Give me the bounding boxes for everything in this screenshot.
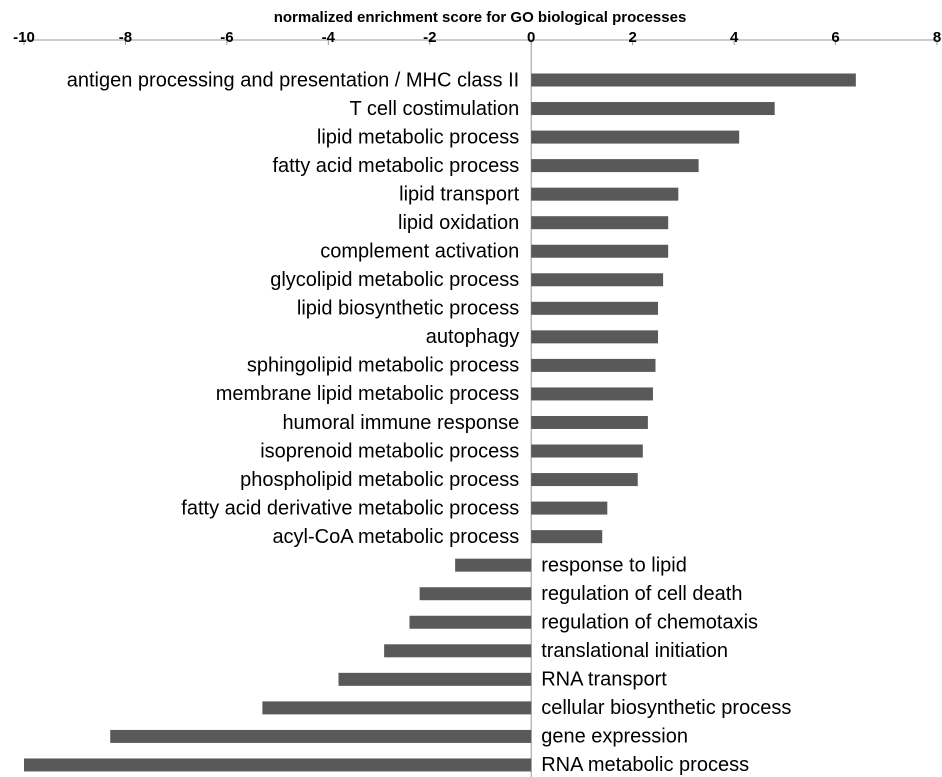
category-label: membrane lipid metabolic process bbox=[216, 383, 519, 405]
category-label: phospholipid metabolic process bbox=[240, 469, 519, 491]
category-label: response to lipid bbox=[541, 554, 687, 576]
x-tick-label: -8 bbox=[119, 29, 132, 46]
x-tick-label: 0 bbox=[527, 29, 535, 46]
category-label: cellular biosynthetic process bbox=[541, 697, 791, 719]
x-tick-label: 6 bbox=[831, 29, 839, 46]
bar bbox=[531, 415, 648, 429]
x-tick-label: 4 bbox=[730, 29, 739, 46]
category-label: RNA transport bbox=[541, 669, 667, 691]
bar bbox=[24, 758, 532, 772]
bar bbox=[531, 273, 664, 287]
category-label: acyl-CoA metabolic process bbox=[272, 526, 519, 548]
category-label: antigen processing and presentation / MH… bbox=[67, 69, 519, 91]
category-label: fatty acid derivative metabolic process bbox=[181, 497, 519, 519]
bar bbox=[531, 387, 653, 401]
category-label: lipid biosynthetic process bbox=[297, 298, 519, 320]
bar bbox=[262, 701, 532, 715]
category-label: RNA metabolic process bbox=[541, 754, 749, 776]
chart-title: normalized enrichment score for GO biolo… bbox=[274, 9, 687, 26]
bar bbox=[531, 473, 638, 487]
bar bbox=[531, 216, 669, 230]
category-label: regulation of chemotaxis bbox=[541, 612, 758, 634]
x-tick-label: 2 bbox=[628, 29, 636, 46]
bar bbox=[531, 187, 679, 201]
x-tick-label: -2 bbox=[423, 29, 436, 46]
bar bbox=[531, 330, 659, 344]
bar bbox=[455, 558, 532, 572]
bar bbox=[531, 159, 699, 173]
bar bbox=[531, 73, 856, 87]
x-tick-label: -10 bbox=[13, 29, 35, 46]
bar bbox=[531, 301, 659, 315]
category-label: lipid transport bbox=[399, 183, 520, 205]
category-label: translational initiation bbox=[541, 640, 728, 662]
category-label: humoral immune response bbox=[282, 412, 519, 434]
x-tick-label: 8 bbox=[933, 29, 941, 46]
bar bbox=[384, 644, 532, 658]
bar bbox=[531, 244, 669, 258]
bar bbox=[110, 729, 532, 743]
bar bbox=[409, 615, 532, 629]
bar bbox=[338, 672, 532, 686]
bar bbox=[419, 587, 532, 601]
bar bbox=[531, 530, 603, 544]
category-label: lipid oxidation bbox=[398, 212, 519, 234]
category-label: regulation of cell death bbox=[541, 583, 742, 605]
bar bbox=[531, 501, 608, 515]
category-label: fatty acid metabolic process bbox=[272, 155, 519, 177]
category-label: lipid metabolic process bbox=[317, 126, 519, 148]
category-label: sphingolipid metabolic process bbox=[247, 355, 519, 377]
category-label: glycolipid metabolic process bbox=[270, 269, 519, 291]
category-label: gene expression bbox=[541, 726, 688, 748]
category-label: T cell costimulation bbox=[350, 98, 520, 120]
bar bbox=[531, 130, 740, 144]
bar bbox=[531, 358, 656, 372]
bar bbox=[531, 444, 643, 458]
x-tick-label: -4 bbox=[322, 29, 336, 46]
category-label: complement activation bbox=[320, 241, 519, 263]
bar bbox=[531, 102, 775, 116]
category-label: isoprenoid metabolic process bbox=[260, 440, 519, 462]
x-tick-label: -6 bbox=[220, 29, 233, 46]
category-label: autophagy bbox=[426, 326, 519, 348]
